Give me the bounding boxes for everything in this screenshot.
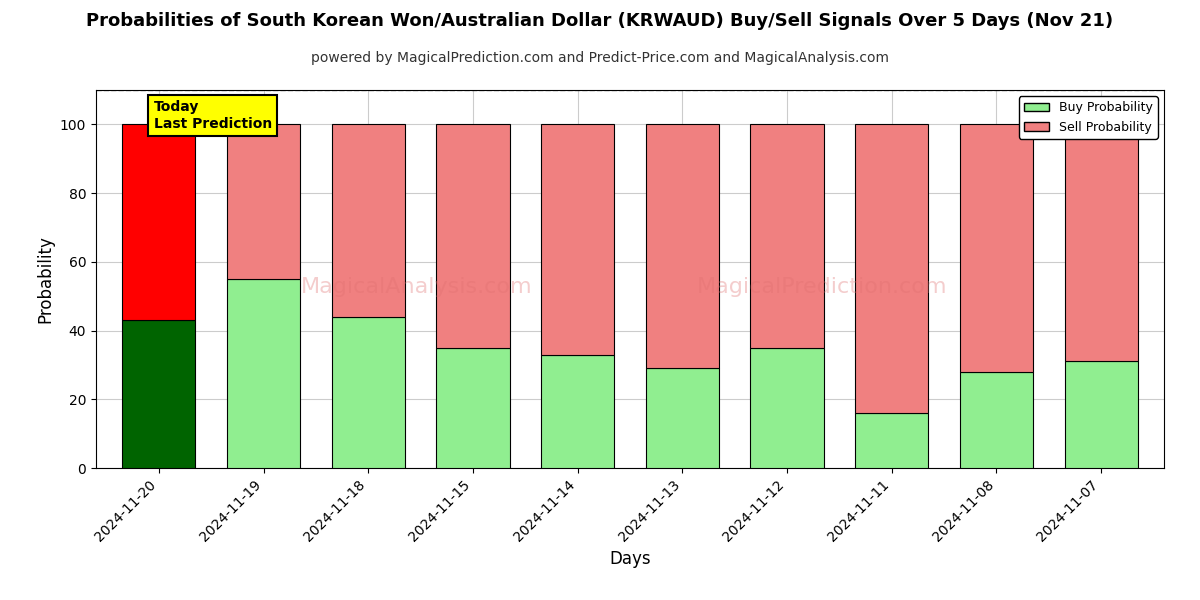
- Bar: [541, 355, 614, 468]
- Bar: [227, 279, 300, 468]
- Text: Today
Last Prediction: Today Last Prediction: [154, 100, 272, 131]
- Bar: [750, 124, 823, 348]
- Bar: [437, 124, 510, 348]
- Bar: [646, 368, 719, 468]
- Bar: [646, 124, 719, 368]
- Bar: [227, 124, 300, 279]
- Bar: [960, 124, 1033, 372]
- Bar: [1064, 124, 1138, 361]
- Text: Probabilities of South Korean Won/Australian Dollar (KRWAUD) Buy/Sell Signals Ov: Probabilities of South Korean Won/Austra…: [86, 12, 1114, 30]
- Bar: [331, 317, 404, 468]
- Legend: Buy Probability, Sell Probability: Buy Probability, Sell Probability: [1019, 96, 1158, 139]
- Y-axis label: Probability: Probability: [36, 235, 54, 323]
- Bar: [960, 372, 1033, 468]
- Bar: [856, 413, 929, 468]
- Bar: [122, 320, 196, 468]
- Bar: [750, 348, 823, 468]
- Bar: [1064, 361, 1138, 468]
- Text: MagicalAnalysis.com: MagicalAnalysis.com: [300, 277, 533, 296]
- Bar: [856, 124, 929, 413]
- Bar: [541, 124, 614, 355]
- Text: MagicalPrediction.com: MagicalPrediction.com: [697, 277, 948, 296]
- X-axis label: Days: Days: [610, 550, 650, 568]
- Bar: [331, 124, 404, 317]
- Bar: [437, 348, 510, 468]
- Bar: [122, 124, 196, 320]
- Text: powered by MagicalPrediction.com and Predict-Price.com and MagicalAnalysis.com: powered by MagicalPrediction.com and Pre…: [311, 51, 889, 65]
